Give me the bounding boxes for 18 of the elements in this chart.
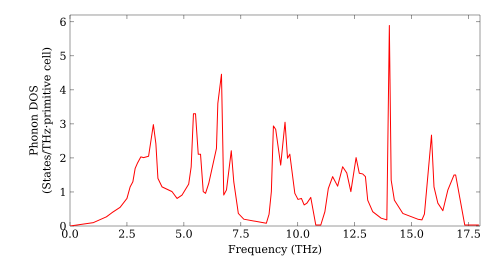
y-tick-label: 6: [60, 18, 66, 26]
y-tick-label: 2: [60, 154, 66, 162]
x-tick-label: 0.0: [62, 230, 78, 238]
y-axis-title: Phonon DOS (States/THz·primitive cell): [29, 48, 53, 194]
x-tick-label: 5.0: [176, 230, 192, 238]
y-tick-label: 4: [60, 86, 66, 94]
x-tick-label: 10.0: [286, 230, 310, 238]
y-tick-label: 1: [60, 188, 65, 196]
x-tick-label: 17.5: [458, 230, 480, 238]
line-series: [70, 25, 480, 226]
y-tick-label: 3: [60, 120, 66, 128]
y-tick-label: 0: [60, 222, 66, 230]
x-tick-label: 15.0: [400, 230, 424, 238]
x-tick-label: 12.5: [344, 230, 366, 238]
x-axis-title: Frequency (THz): [228, 244, 322, 256]
x-tick-label: 7.5: [233, 230, 249, 238]
x-tick-label: 2.5: [118, 230, 135, 238]
y-tick-label: 5: [60, 52, 66, 60]
